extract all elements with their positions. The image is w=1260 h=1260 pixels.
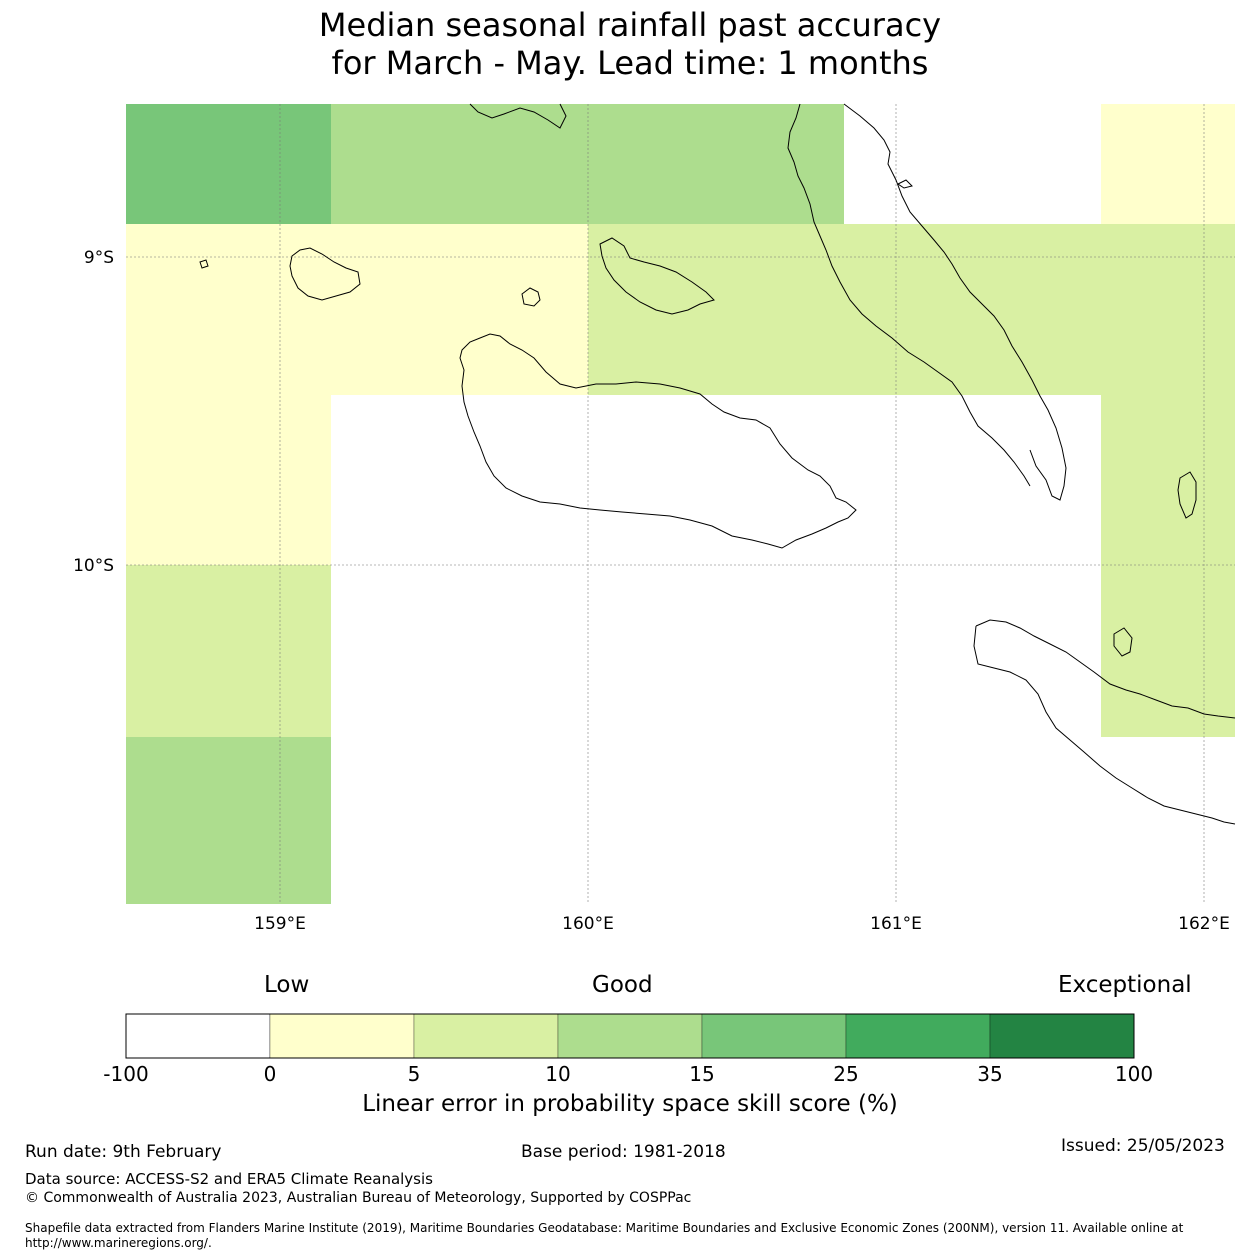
colorbar-swatch-3 [557, 1013, 703, 1059]
chart-title: Median seasonal rainfall past accuracy f… [0, 6, 1260, 82]
data-source: Data source: ACCESS-S2 and ERA5 Climate … [25, 1170, 433, 1188]
lat-label-9s: 9°S [84, 248, 114, 268]
colorbar-swatch-5 [845, 1013, 991, 1059]
lon-label-161e: 161°E [870, 914, 922, 934]
title-line-1: Median seasonal rainfall past accuracy [318, 6, 942, 44]
coast-malaita-east [843, 103, 1067, 501]
colorbar-tick-7: 100 [1114, 1062, 1154, 1086]
coast-malaita [787, 103, 1031, 487]
cell-sw-low [126, 565, 331, 737]
cell-e-mid [1101, 395, 1235, 737]
coast-russell [289, 247, 361, 301]
coast-nggela-top [469, 103, 567, 129]
colorbar-swatch-0 [125, 1013, 271, 1059]
shapefile-credit-line-1: Shapefile data extracted from Flanders M… [25, 1221, 1184, 1235]
lat-labels: 9°S 10°S [73, 248, 114, 576]
colorbar-tick-0: -100 [103, 1062, 149, 1086]
cell-c-mid [588, 224, 1235, 395]
coast-island-small-3 [897, 179, 913, 189]
colorbar-heading-exceptional: Exceptional [1058, 972, 1192, 998]
cell-n-top [331, 104, 844, 224]
coast-makira [975, 619, 1236, 719]
cell-ne-top [1101, 104, 1235, 224]
cell-nw-top [126, 104, 331, 224]
colorbar-tick-2: 5 [407, 1062, 421, 1086]
colorbar-outline [125, 1013, 1135, 1059]
skill-cells [126, 104, 1235, 904]
coast-makira-south [973, 625, 1236, 825]
cell-w-mid-lower [126, 395, 331, 565]
colorbar-tick-4: 15 [689, 1062, 715, 1086]
coast-island-small-1 [1113, 627, 1133, 657]
lat-label-10s: 10°S [73, 556, 114, 576]
colorbar-title: Linear error in probability space skill … [362, 1091, 898, 1117]
coast-island-small-2 [199, 259, 209, 269]
colorbar-swatch-1 [269, 1013, 415, 1059]
run-date: Run date: 9th February [25, 1142, 222, 1162]
coast-savo [521, 287, 541, 307]
shapefile-credit: Shapefile data extracted from Flanders M… [25, 1221, 1245, 1251]
title-line-2: for March - May. Lead time: 1 months [331, 44, 929, 82]
cell-w-mid [126, 224, 588, 395]
lon-label-160e: 160°E [562, 914, 614, 934]
shapefile-credit-line-2: http://www.marineregions.org/. [25, 1236, 212, 1250]
coast-ulawa [1177, 471, 1197, 519]
lon-labels: 159°E 160°E 161°E 162°E [254, 914, 1230, 934]
coast-guadalcanal [459, 333, 857, 549]
gridlines [126, 104, 1235, 904]
colorbar [125, 1013, 1135, 1059]
colorbar-swatch-2 [413, 1013, 559, 1059]
colorbar-tick-1: 0 [263, 1062, 277, 1086]
lon-label-162e: 162°E [1178, 914, 1230, 934]
colorbar-swatch-4 [701, 1013, 847, 1059]
copyright: © Commonwealth of Australia 2023, Austra… [25, 1190, 692, 1206]
issued-date: Issued: 25/05/2023 [1061, 1136, 1225, 1156]
cell-sw-bottom [126, 737, 331, 904]
lon-label-159e: 159°E [254, 914, 306, 934]
base-period: Base period: 1981-2018 [521, 1142, 726, 1162]
colorbar-heading-good: Good [592, 972, 653, 998]
colorbar-tick-6: 35 [977, 1062, 1003, 1086]
colorbar-heading-low: Low [264, 972, 310, 998]
colorbar-tick-3: 10 [545, 1062, 571, 1086]
colorbar-tick-5: 25 [833, 1062, 859, 1086]
colorbar-swatch-6 [989, 1013, 1135, 1059]
coast-florida-islands [599, 237, 715, 315]
coastlines [199, 103, 1236, 825]
